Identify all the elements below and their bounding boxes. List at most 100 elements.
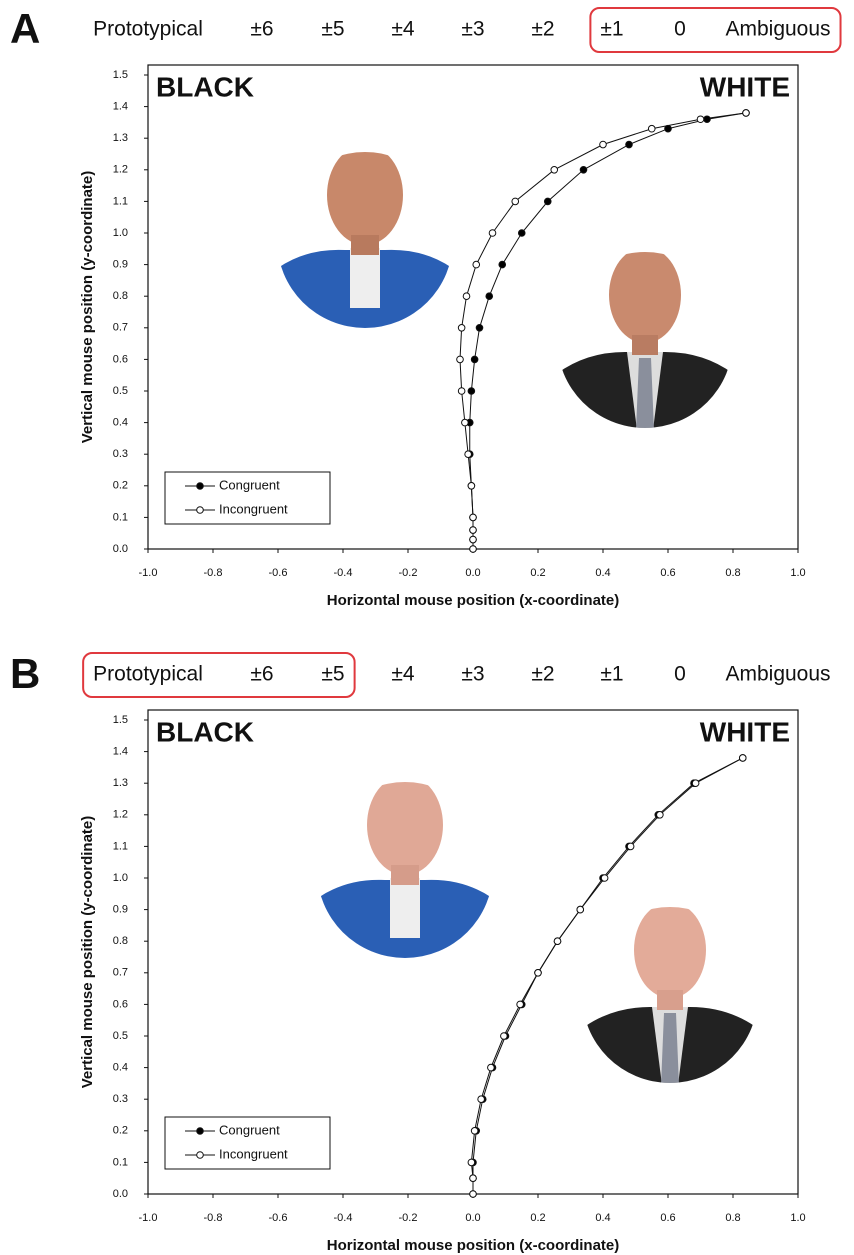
panel-letter: A (10, 5, 40, 52)
trajectory-point (599, 140, 607, 149)
x-tick-label: -0.2 (399, 567, 418, 579)
trajectory-point (576, 905, 585, 914)
y-tick-label: 0.0 (113, 1188, 128, 1200)
panel: A Prototypical ±6 ±5 ±4 ±3 ±2 ±1 0 Ambiguous -1.0 -… (10, 5, 842, 609)
scale-label: ±4 (391, 18, 415, 41)
trajectory-point (516, 1000, 524, 1009)
legend-label: Incongruent (219, 1146, 288, 1161)
face-images (277, 152, 758, 1083)
legend-label: Congruent (219, 1122, 280, 1137)
legend-box (164, 471, 331, 525)
trajectory-point (467, 482, 476, 490)
scale-label: Ambiguous (725, 663, 830, 686)
trajectory-point (703, 115, 711, 124)
scale-label: ±5 (321, 663, 344, 686)
scale-label: ±4 (391, 663, 415, 686)
trajectory-point (487, 1063, 495, 1072)
trajectory-point (738, 754, 747, 762)
y-tick-label: 0.5 (113, 385, 128, 397)
y-tick-label: 0.2 (113, 480, 128, 492)
y-tick-label: 1.0 (113, 872, 128, 884)
trajectory-point (579, 166, 588, 174)
corner-label: WHITE (700, 716, 790, 747)
x-tick-label: 1.0 (790, 1212, 805, 1224)
scale-label: Ambiguous (725, 18, 830, 41)
trajectory-point (626, 842, 635, 851)
legend-label: Congruent (219, 477, 280, 492)
scale-label: ±1 (600, 18, 623, 41)
y-tick-label: 0.8 (113, 290, 128, 302)
y-tick-label: 1.3 (113, 132, 128, 144)
trajectory-point (625, 140, 633, 149)
y-tick-label: 0.9 (113, 904, 128, 916)
y-tick-label: 0.8 (113, 935, 128, 947)
scale-label: 0 (674, 18, 686, 41)
x-tick-label: 0.8 (725, 567, 740, 579)
trajectory-point (469, 1174, 477, 1182)
x-tick-label: -0.8 (204, 1212, 223, 1224)
y-tick-label: 0.7 (113, 967, 128, 979)
legend-marker (196, 1151, 204, 1159)
y-tick-label: 1.5 (113, 69, 128, 81)
trajectory-point (691, 779, 700, 788)
scale-label: ±1 (600, 663, 623, 686)
y-tick-label: 0.7 (113, 322, 128, 334)
x-tick-label: 0.6 (660, 1212, 675, 1224)
legend-marker (196, 506, 204, 514)
trajectory-point (500, 1032, 508, 1040)
y-tick-label: 1.1 (113, 840, 128, 852)
trajectory-point (470, 1127, 479, 1135)
trajectory-line (472, 757, 743, 1194)
y-tick-label: 1.2 (113, 164, 128, 176)
trajectory-point (477, 1095, 485, 1103)
x-tick-label: 1.0 (790, 567, 805, 579)
trajectory-point (464, 450, 472, 459)
x-tick-label: -0.4 (334, 1212, 353, 1224)
legend-marker (196, 1127, 204, 1135)
y-tick-label: 0.1 (113, 1156, 128, 1168)
trajectory-point (517, 229, 526, 237)
trajectory-point (461, 418, 469, 427)
trajectory-point (469, 1190, 477, 1198)
trajectory-point (469, 545, 477, 553)
face-blue-shirt (317, 782, 493, 958)
y-tick-label: 1.3 (113, 777, 128, 789)
legend-label: Incongruent (219, 501, 288, 516)
y-axis-label: Vertical mouse position (y-coordinate) (79, 816, 96, 1089)
corner-label: BLACK (156, 71, 254, 102)
y-tick-label: 1.4 (113, 101, 128, 113)
y-tick-label: 0.1 (113, 511, 128, 523)
scale-label: Prototypical (93, 663, 203, 686)
trajectory-point (664, 124, 672, 133)
scale-label: ±6 (250, 18, 273, 41)
x-tick-label: -0.4 (334, 567, 353, 579)
x-tick-label: -0.2 (399, 1212, 418, 1224)
scale-label: ±3 (461, 663, 484, 686)
trajectory-point (469, 526, 477, 534)
x-tick-label: -0.8 (204, 567, 223, 579)
trajectory-point (550, 166, 559, 174)
trajectory-point (534, 969, 542, 977)
x-tick-label: -1.0 (139, 567, 158, 579)
y-axis-label: Vertical mouse position (y-coordinate) (79, 171, 96, 444)
panel-letter: B (10, 650, 40, 697)
x-tick-label: 0.2 (530, 1212, 545, 1224)
legend-box (164, 1116, 331, 1170)
y-tick-label: 1.4 (113, 746, 128, 758)
face-blue-shirt (277, 152, 453, 328)
x-axis-label: Horizontal mouse position (x-coordinate) (327, 592, 620, 609)
y-tick-label: 0.9 (113, 259, 128, 271)
trajectory-point (511, 197, 520, 206)
y-tick-label: 0.0 (113, 543, 128, 555)
face-suit (557, 252, 733, 428)
trajectory-point (457, 387, 466, 395)
y-tick-label: 0.6 (113, 998, 128, 1010)
trajectory-line (470, 757, 743, 1194)
trajectory-point (742, 109, 750, 117)
trajectory-point (485, 292, 494, 301)
legend-marker (196, 482, 204, 490)
trajectory-point (498, 260, 507, 269)
y-tick-label: 0.4 (113, 1062, 128, 1074)
x-axis-label: Horizontal mouse position (x-coordinate) (327, 1237, 620, 1254)
